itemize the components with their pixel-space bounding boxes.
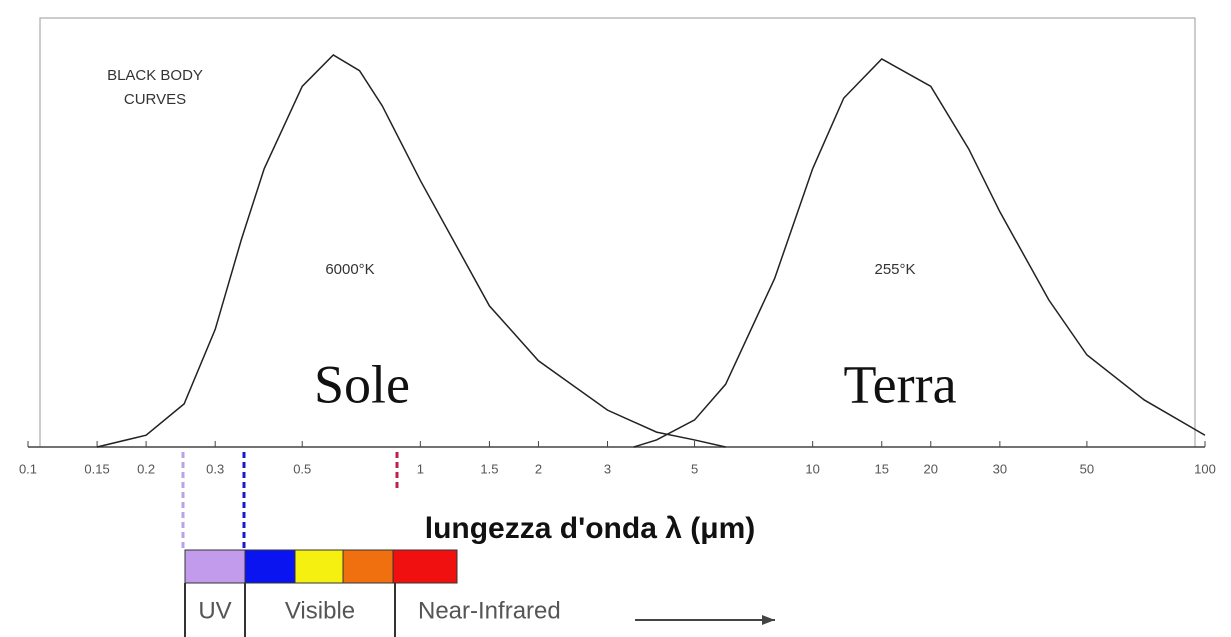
x-tick-label: 0.2	[137, 461, 155, 476]
title-line: BLACK BODY	[107, 67, 203, 84]
temperature-label: 255°K	[874, 261, 915, 278]
x-tick-label: 0.3	[206, 461, 224, 476]
x-tick-label: 3	[604, 461, 611, 476]
x-tick-label: 5	[691, 461, 698, 476]
band-red	[392, 549, 458, 584]
plot-frame	[39, 17, 1196, 448]
x-tick-label: 2	[535, 461, 542, 476]
ir-arrow-head	[762, 615, 775, 625]
temperature-label: 6000°K	[325, 261, 374, 278]
band-orange	[342, 549, 394, 584]
x-tick-label: 15	[875, 461, 889, 476]
x-tick-label: 0.15	[84, 461, 109, 476]
curve	[633, 57, 1206, 448]
series-label: Terra	[843, 354, 956, 414]
band-yellow	[294, 549, 344, 584]
curve	[96, 54, 726, 448]
x-tick-label: 100	[1194, 461, 1216, 476]
band-label: UV	[198, 597, 231, 624]
x-tick-label: 0.5	[293, 461, 311, 476]
series-label: Sole	[314, 354, 410, 414]
x-tick-label: 50	[1080, 461, 1094, 476]
x-tick-label: 1	[417, 461, 424, 476]
x-axis-label: lungezza d'onda λ (μm)	[425, 512, 756, 545]
x-tick-label: 20	[924, 461, 938, 476]
band-blue	[244, 549, 296, 584]
x-tick-label: 0.1	[19, 461, 37, 476]
x-tick-label: 10	[805, 461, 819, 476]
band-label: Visible	[285, 597, 355, 624]
title-line: CURVES	[124, 91, 186, 108]
x-tick-label: 1.5	[480, 461, 498, 476]
band-uv	[184, 549, 246, 584]
band-label: Near-Infrared	[418, 597, 561, 624]
x-tick-label: 30	[993, 461, 1007, 476]
